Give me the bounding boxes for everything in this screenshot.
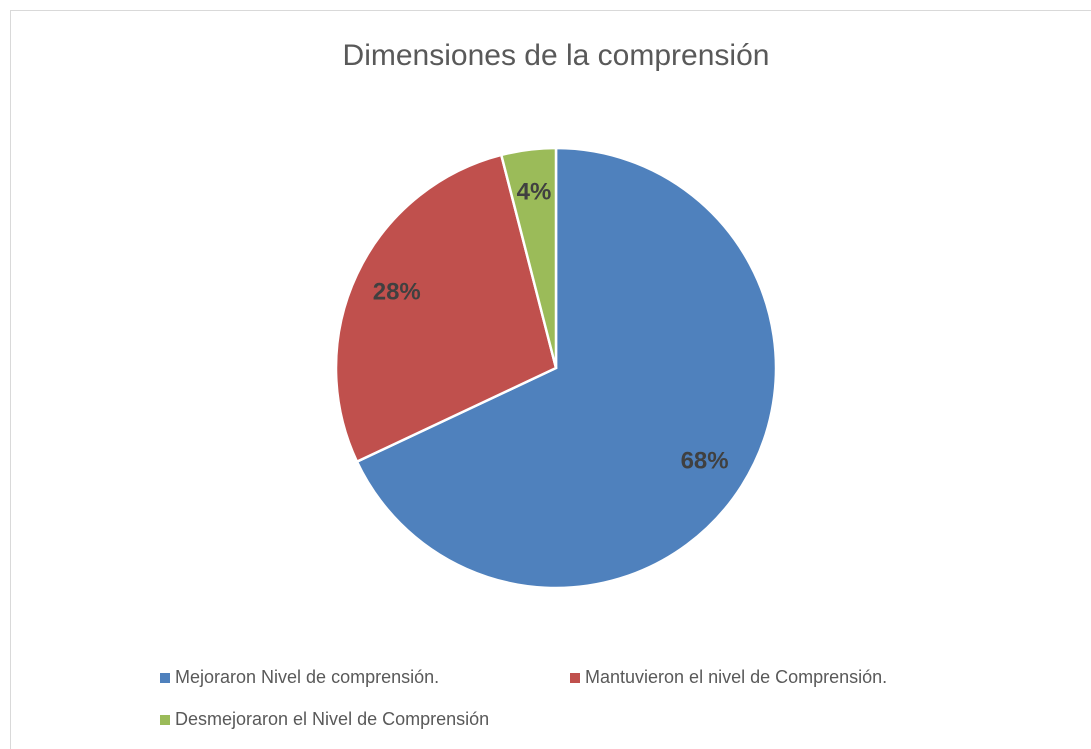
data-label: 4% [517, 179, 552, 206]
chart-title: Dimensiones de la comprensión [343, 39, 770, 72]
data-label: 28% [373, 278, 421, 305]
legend-swatch [160, 715, 170, 725]
legend-swatch [160, 673, 170, 683]
pie-slice [355, 146, 778, 590]
legend-label: Mantuvieron el nivel de Comprensión. [585, 667, 887, 687]
pie-slice [499, 146, 558, 369]
legend-swatch [570, 673, 580, 683]
legend-label: Mejoraron Nivel de comprensión. [175, 667, 439, 687]
legend-label: Desmejoraron el Nivel de Comprensión [175, 709, 489, 729]
pie-slice [334, 153, 558, 464]
data-label: 68% [681, 448, 729, 475]
